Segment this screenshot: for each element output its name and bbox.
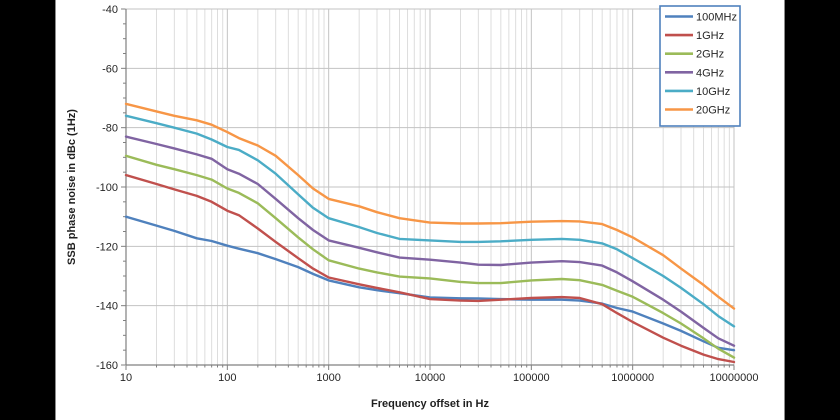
legend-label-4GHz: 4GHz xyxy=(696,67,724,79)
letterbox-left xyxy=(0,0,55,420)
letterbox-right xyxy=(785,0,840,420)
x-tick-label: 10000000 xyxy=(710,372,759,384)
y-tick-label: -60 xyxy=(102,63,118,75)
x-tick-label: 1000 xyxy=(316,372,340,384)
series-line-20GHz xyxy=(124,102,736,310)
legend-label-2GHz: 2GHz xyxy=(696,49,724,61)
x-tick-label: 10 xyxy=(120,372,132,384)
x-axis-title: Frequency offset in Hz xyxy=(371,398,489,410)
x-tick-label: 100 xyxy=(218,372,236,384)
y-tick-label: -100 xyxy=(96,182,118,194)
x-tick-label: 1000000 xyxy=(611,372,654,384)
legend-box xyxy=(659,5,741,127)
y-tick-label: -80 xyxy=(102,123,118,135)
series-line-2GHz xyxy=(124,154,736,359)
phase-noise-chart: 10 100 1000 10000 100000 1000000 10000000 -40 -6… xyxy=(55,0,785,420)
legend-label-100MHz: 100MHz xyxy=(696,12,737,24)
series-line-1GHz xyxy=(124,173,736,364)
y-tick-label: -140 xyxy=(96,301,118,313)
y-tick-label: -40 xyxy=(102,4,118,16)
legend-label-10GHz: 10GHz xyxy=(696,86,730,98)
x-tick-label: 10000 xyxy=(415,372,446,384)
x-tick-label: 100000 xyxy=(513,372,550,384)
legend-label-1GHz: 1GHz xyxy=(696,30,724,42)
y-axis-title: SSB phase noise in dBc (1Hz) xyxy=(66,109,78,265)
chart-canvas: 10 100 1000 10000 100000 1000000 10000000 -40 -6… xyxy=(96,4,759,384)
series-line-10GHz xyxy=(124,114,736,328)
y-tick-label: -160 xyxy=(96,360,118,372)
series-line-4GHz xyxy=(124,135,736,347)
y-tick-label: -120 xyxy=(96,241,118,253)
legend-label-20GHz: 20GHz xyxy=(696,105,730,117)
